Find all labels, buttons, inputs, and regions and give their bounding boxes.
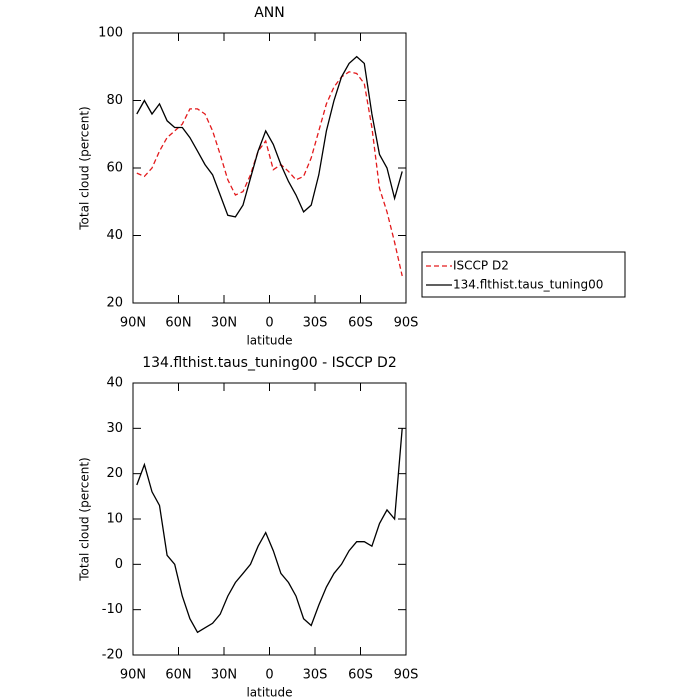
y-tick-label: -20 [102, 648, 123, 663]
line-series [136, 55, 403, 218]
y-tick-label: -10 [102, 602, 123, 617]
chart-title: 134.flthist.taus_tuning00 - ISCCP D2 [142, 355, 397, 371]
x-tick-label: 90N [120, 668, 146, 683]
y-axis-label: Total cloud (percent) [78, 106, 92, 230]
x-tick-label: 30N [211, 316, 237, 331]
x-tick-label: 30S [303, 316, 328, 331]
legend-label: 134.flthist.taus_tuning00 [453, 278, 603, 292]
plot-frame [132, 32, 407, 304]
y-axis-label: Total cloud (percent) [78, 457, 92, 581]
x-tick-label: 90S [394, 316, 419, 331]
y-tick-label: 10 [106, 512, 123, 527]
x-tick-label: 90S [394, 668, 419, 683]
y-tick-label: 20 [106, 296, 123, 311]
line-series [136, 428, 403, 634]
x-axis-label: latitude [246, 686, 292, 700]
y-tick-label: 60 [106, 161, 123, 176]
x-axis-label: latitude [246, 334, 292, 348]
x-tick-label: 90N [120, 316, 146, 331]
legend-box [421, 251, 626, 298]
x-tick-label: 60S [348, 316, 373, 331]
y-tick-label: 20 [106, 466, 123, 481]
x-tick-label: 30N [211, 668, 237, 683]
chart-title: ANN [254, 5, 285, 21]
plot-frame [132, 382, 407, 656]
legend-label: ISCCP D2 [453, 259, 509, 273]
y-tick-label: 80 [106, 93, 123, 108]
x-tick-label: 0 [265, 316, 273, 331]
y-tick-label: 100 [98, 26, 123, 41]
x-tick-label: 60N [165, 316, 191, 331]
x-tick-label: 0 [265, 668, 273, 683]
y-tick-label: 40 [106, 376, 123, 391]
y-tick-label: 40 [106, 228, 123, 243]
x-tick-label: 30S [303, 668, 328, 683]
x-tick-label: 60S [348, 668, 373, 683]
x-tick-label: 60N [165, 668, 191, 683]
y-tick-label: 30 [106, 421, 123, 436]
y-tick-label: 0 [115, 557, 123, 572]
line-series [136, 71, 403, 277]
